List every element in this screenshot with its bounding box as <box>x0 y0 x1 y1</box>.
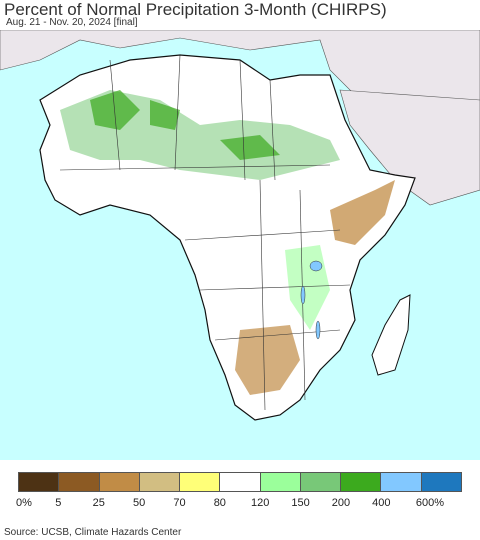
precipitation-map <box>0 30 480 460</box>
map-subtitle: Aug. 21 - Nov. 20, 2024 [final] <box>6 17 138 28</box>
madagascar <box>371 294 411 376</box>
map-title: Percent of Normal Precipitation 3-Month … <box>4 0 387 19</box>
legend-swatch <box>19 473 60 491</box>
dry-area-south <box>235 325 300 395</box>
lake-tanganyika <box>300 285 306 305</box>
legend-tick-label: 0% <box>16 497 32 509</box>
legend-swatch <box>421 473 461 491</box>
arabian-peninsula <box>339 89 480 206</box>
lake-malawi <box>315 320 321 340</box>
legend-swatch <box>381 473 422 491</box>
legend-tick-label: 600% <box>415 497 445 509</box>
legend-tick-label: 25 <box>92 497 105 509</box>
wet-area-core <box>90 90 280 160</box>
legend-swatch <box>300 473 342 491</box>
legend-swatch <box>99 473 140 491</box>
legend-swatch <box>220 473 261 491</box>
legend-tick-label: 400 <box>372 497 391 509</box>
legend-tick-label: 120 <box>250 497 270 509</box>
legend-tick-label: 5 <box>55 497 62 509</box>
legend-tick-label: 150 <box>291 497 310 509</box>
country-borders <box>59 54 351 411</box>
color-legend: 0% 5 25 50 70 80 120 150 200 400 600% <box>0 472 480 512</box>
lake-victoria <box>309 260 323 272</box>
legend-tick-label: 70 <box>173 497 186 509</box>
legend-tick-label: 200 <box>331 497 351 509</box>
legend-swatch <box>139 473 181 491</box>
legend-swatch <box>59 473 100 491</box>
legend-swatch <box>260 473 301 491</box>
source-credit: Source: UCSB, Climate Hazards Center <box>4 527 182 538</box>
legend-swatch <box>341 473 382 491</box>
dry-area-horn <box>330 180 395 245</box>
legend-tick-label: 50 <box>132 497 146 509</box>
legend-tick-label: 80 <box>213 497 226 509</box>
legend-swatch <box>180 473 221 491</box>
legend-swatches <box>18 472 462 492</box>
